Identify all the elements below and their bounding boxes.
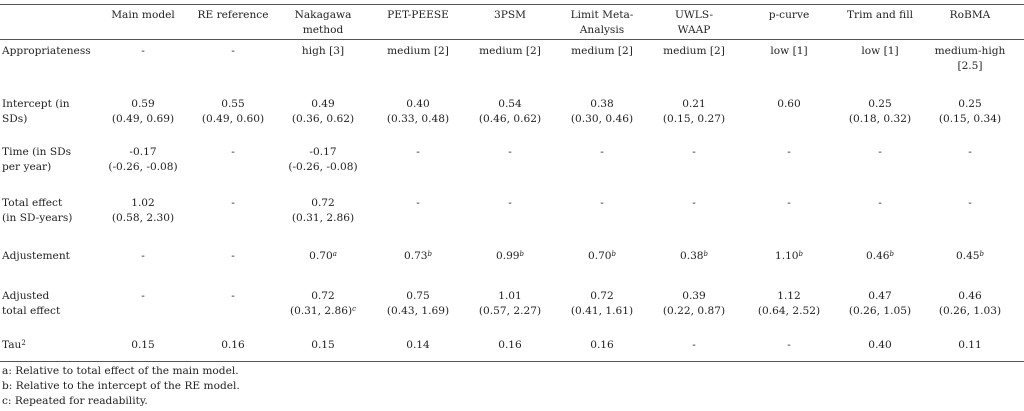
column-header: Trim and fill	[846, 9, 914, 21]
table-cell: 0.75 (0.43, 1.69)	[386, 290, 450, 317]
table-cell: -	[878, 146, 882, 158]
table-cell: -	[231, 45, 235, 57]
table-cell: 0.59 (0.49, 0.69)	[111, 98, 175, 125]
table-cell: 0.40	[868, 339, 892, 351]
table-cell: high [3]	[301, 45, 345, 57]
row-label: Tau2	[2, 339, 26, 351]
table-cell: 1.02 (0.58, 2.30)	[111, 197, 175, 224]
table-cell: low [1]	[861, 45, 899, 57]
footnote: c: Repeated for readability.	[2, 395, 148, 407]
table-cell: 0.47 (0.26, 1.05)	[848, 290, 912, 317]
table-cell: 1.12 (0.64, 2.52)	[757, 290, 821, 317]
column-header: p-curve	[768, 9, 810, 21]
table-cell: 0.49 (0.36, 0.62)	[291, 98, 355, 125]
table-cell: -	[968, 197, 972, 209]
table-cell: 0.70a	[309, 250, 337, 262]
footnote: a: Relative to total effect of the main …	[2, 365, 239, 377]
table-cell: -	[231, 146, 235, 158]
table-cell: 0.55 (0.49, 0.60)	[201, 98, 265, 125]
table-cell: 0.14	[406, 339, 430, 351]
table-cell: 0.16	[498, 339, 522, 351]
table-cell: medium [2]	[571, 45, 633, 57]
column-header: PET-PEESE	[387, 9, 449, 21]
table-cell: 0.46b	[865, 250, 895, 262]
table-cell: 0.99b	[495, 250, 525, 262]
table-cell: -	[416, 197, 420, 209]
table-cell: -0.17 (-0.26, -0.08)	[288, 146, 358, 173]
table-cell: -	[141, 250, 145, 262]
column-header: 3PSM	[494, 9, 526, 21]
table-cell: -	[787, 339, 791, 351]
table-cell: 0.72 (0.41, 1.61)	[570, 290, 634, 317]
column-header: Main model	[111, 9, 175, 21]
header-rule	[0, 39, 1024, 40]
row-label: Appropriateness	[2, 45, 91, 57]
table-bottom-rule	[0, 361, 1024, 362]
table-cell: -0.17 (-0.26, -0.08)	[108, 146, 178, 173]
row-label: Total effect (in SD-years)	[2, 197, 73, 224]
footnote: b: Relative to the intercept of the RE m…	[2, 380, 240, 392]
row-label: Adjusted total effect	[2, 290, 61, 317]
row-label: Intercept (in SDs)	[2, 98, 70, 125]
table-cell: -	[231, 290, 235, 302]
table-cell: -	[508, 146, 512, 158]
table-cell: -	[231, 197, 235, 209]
table-cell: 0.54 (0.46, 0.62)	[478, 98, 542, 125]
column-header: RoBMA	[949, 9, 991, 21]
table-cell: low [1]	[770, 45, 808, 57]
table-cell: 0.72 (0.31, 2.86)c	[289, 290, 357, 317]
table-cell: -	[692, 197, 696, 209]
table-cell: -	[141, 45, 145, 57]
table-cell: medium [2]	[663, 45, 725, 57]
table-cell: -	[600, 146, 604, 158]
table-cell: -	[692, 339, 696, 351]
column-header: UWLS- WAAP	[674, 9, 714, 36]
table-cell: 0.16	[590, 339, 614, 351]
table-cell: 0.21 (0.15, 0.27)	[662, 98, 726, 125]
table-cell: 0.70b	[587, 250, 617, 262]
table-cell: 0.11	[958, 339, 982, 351]
table-cell: -	[141, 290, 145, 302]
table-cell: 0.40 (0.33, 0.48)	[386, 98, 450, 125]
table-cell: 1.01 (0.57, 2.27)	[478, 290, 542, 317]
table-cell: -	[231, 250, 235, 262]
table-cell: 0.39 (0.22, 0.87)	[662, 290, 726, 317]
table-cell: 0.16	[221, 339, 245, 351]
table-cell: 0.25 (0.15, 0.34)	[938, 98, 1002, 125]
table-cell: medium [2]	[479, 45, 541, 57]
table-cell: -	[787, 146, 791, 158]
table-cell: 0.25 (0.18, 0.32)	[848, 98, 912, 125]
table-cell: 0.45b	[955, 250, 985, 262]
table-cell: 0.73b	[403, 250, 433, 262]
table-cell: medium [2]	[387, 45, 449, 57]
row-label: Time (in SDs per year)	[2, 146, 72, 173]
table-cell: 0.38b	[679, 250, 709, 262]
table-cell: 0.15	[131, 339, 155, 351]
table-top-rule	[0, 4, 1024, 5]
table-cell: -	[416, 146, 420, 158]
table-cell: 0.72 (0.31, 2.86)	[291, 197, 355, 224]
table-cell: medium-high [2.5]	[934, 45, 1006, 72]
table-cell: 0.15	[311, 339, 335, 351]
table-cell: -	[508, 197, 512, 209]
table-cell: -	[878, 197, 882, 209]
column-header: Nakagawa method	[294, 9, 352, 36]
table-cell: 1.10b	[774, 250, 804, 262]
table-cell: -	[692, 146, 696, 158]
row-label: Adjustement	[2, 250, 70, 262]
column-header: Limit Meta- Analysis	[570, 9, 634, 36]
table-cell: -	[968, 146, 972, 158]
column-header: RE reference	[197, 9, 269, 21]
table-cell: -	[787, 197, 791, 209]
table-cell: -	[600, 197, 604, 209]
table-cell: 0.38 (0.30, 0.46)	[570, 98, 634, 125]
table-cell: 0.60	[777, 98, 801, 110]
table-cell: 0.46 (0.26, 1.03)	[938, 290, 1002, 317]
